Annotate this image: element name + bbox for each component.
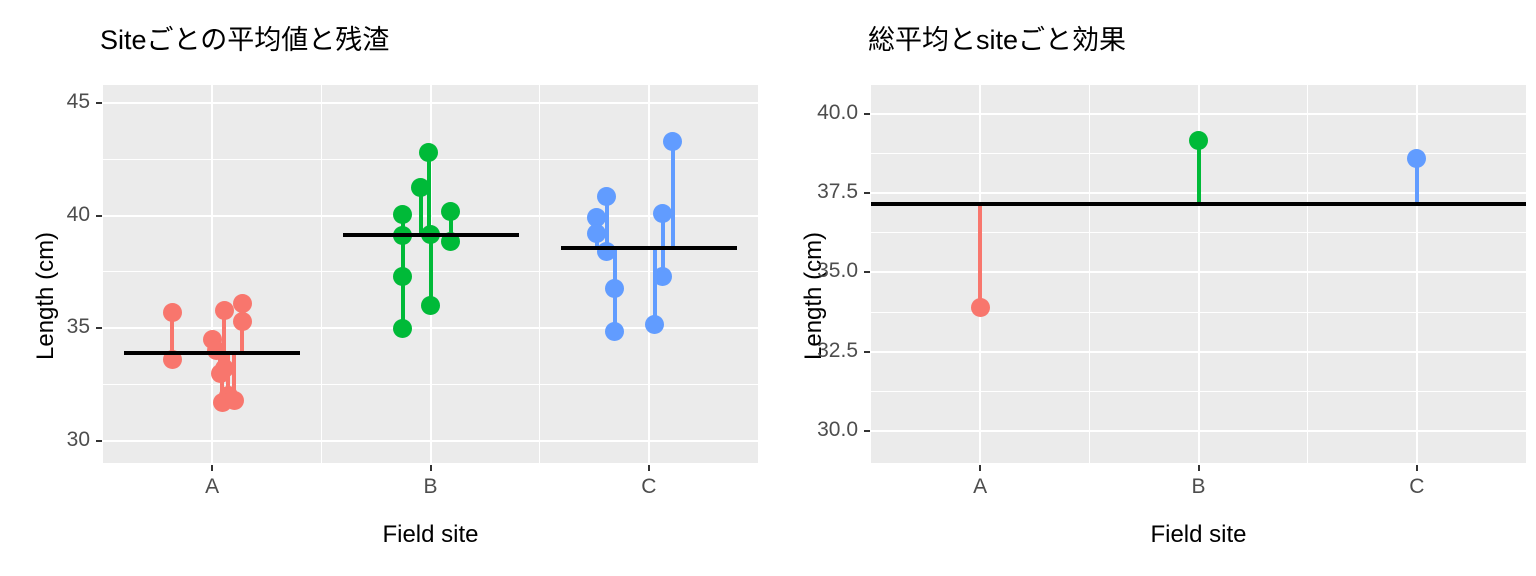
data-point (441, 201, 460, 221)
data-point (597, 186, 617, 206)
site-mean-point (1189, 131, 1208, 151)
residual-stem (170, 312, 175, 353)
x-axis-tick-label-b: B (1191, 475, 1206, 498)
x-axis-title-right: Field site (1150, 521, 1247, 548)
y-axis-tick-label: 30 (66, 427, 90, 451)
data-point (214, 300, 234, 320)
site-effect-stem (1414, 158, 1419, 205)
group-mean-line (560, 246, 737, 251)
gridline-minor-vertical (1088, 85, 1090, 463)
data-point (162, 302, 182, 322)
group-mean-line (124, 350, 301, 355)
data-point (653, 203, 673, 223)
y-axis-tick-mark (96, 439, 102, 442)
plot-area-right (871, 85, 1526, 463)
plot-area-left (103, 85, 758, 463)
residual-stem (226, 352, 231, 396)
residual-stem (612, 248, 617, 332)
y-axis-tick-label: 40.0 (817, 100, 858, 124)
data-point (587, 224, 607, 243)
gridline-major-vertical (647, 85, 650, 463)
residual-stem (418, 187, 423, 235)
residual-stem (220, 352, 225, 403)
gridline-major-vertical (1415, 85, 1418, 463)
y-axis-tick-mark (96, 327, 102, 329)
residual-stem (670, 141, 675, 249)
residual-stem (240, 321, 245, 353)
x-axis-title-left: Field site (382, 521, 479, 548)
data-point (411, 177, 430, 197)
panel-right: 総平均とsiteごと効果 Field site Length (cm) 30.0… (768, 0, 1536, 576)
y-axis-tick-label: 37.5 (817, 180, 858, 203)
residual-stem (448, 211, 453, 235)
residual-stem (222, 310, 227, 353)
data-point (653, 266, 673, 286)
y-axis-tick-mark (864, 192, 870, 194)
data-point (419, 143, 438, 162)
panel-left: Siteごとの平均値と残渣 Field site Length (cm) 30 3… (32, 25, 758, 548)
residual-stem (660, 213, 665, 249)
y-axis-tick-label: 30.0 (817, 418, 858, 442)
residual-stem (400, 214, 405, 235)
y-axis-tick-mark (96, 214, 102, 217)
y-axis-tick-label: 32.5 (817, 338, 858, 362)
data-point (645, 315, 665, 335)
gridline-major-vertical (1197, 85, 1200, 463)
residual-stem (232, 352, 237, 400)
y-axis-tick-label: 40 (66, 202, 90, 226)
data-point (393, 318, 412, 338)
residual-stem (426, 152, 431, 235)
x-axis-tick-mark (429, 465, 432, 471)
gridline-minor-vertical (539, 85, 541, 463)
residual-stem (604, 196, 609, 249)
x-axis-tick-label-a: A (973, 475, 988, 498)
data-point (393, 204, 412, 224)
site-effect-stem (1196, 140, 1201, 205)
panel-right-title: 総平均とsiteごと効果 (868, 25, 1127, 55)
site-effect-stem (978, 204, 983, 308)
y-axis-tick-label: 35 (66, 315, 90, 338)
y-axis-tick-mark (864, 271, 870, 274)
site-mean-point (970, 297, 990, 317)
data-point (441, 231, 460, 251)
residual-stem (660, 248, 665, 277)
site-mean-point (1407, 148, 1427, 168)
data-point (232, 293, 252, 313)
data-point (587, 208, 607, 228)
x-axis-tick-label-b: B (423, 475, 438, 498)
x-axis-tick-label-c: C (1409, 475, 1425, 498)
x-axis-tick-label-c: C (641, 475, 657, 498)
data-point (605, 321, 625, 341)
gridline-minor-vertical (1307, 85, 1309, 463)
data-point (421, 296, 440, 315)
data-point (224, 390, 244, 410)
x-axis-tick-mark (647, 465, 650, 471)
data-point (162, 350, 182, 369)
y-axis-tick-mark (864, 430, 870, 433)
y-axis-tick-mark (864, 350, 870, 353)
y-axis-tick-mark (96, 102, 102, 104)
y-axis-title-left: Length (cm) (32, 231, 59, 360)
data-point (232, 311, 252, 331)
x-axis-tick-mark (1197, 465, 1200, 471)
gridline-minor-vertical (320, 85, 322, 463)
x-axis-tick-mark (979, 465, 982, 471)
x-axis-tick-mark (211, 465, 214, 471)
group-mean-line (342, 232, 519, 237)
y-axis-tick-label: 45 (66, 90, 90, 113)
y-axis-tick-label: 35.0 (817, 259, 858, 283)
gridline-major-vertical (211, 85, 214, 463)
residual-stem (400, 234, 405, 328)
grand-mean-line (871, 202, 1526, 207)
residual-stem (652, 248, 657, 325)
x-axis-tick-mark (1415, 465, 1418, 471)
data-point (663, 131, 683, 151)
residual-stem (428, 234, 433, 306)
y-axis-tick-mark (864, 112, 870, 115)
x-axis-tick-label-a: A (205, 475, 220, 498)
panel-left-title: Siteごとの平均値と残渣 (100, 25, 390, 55)
